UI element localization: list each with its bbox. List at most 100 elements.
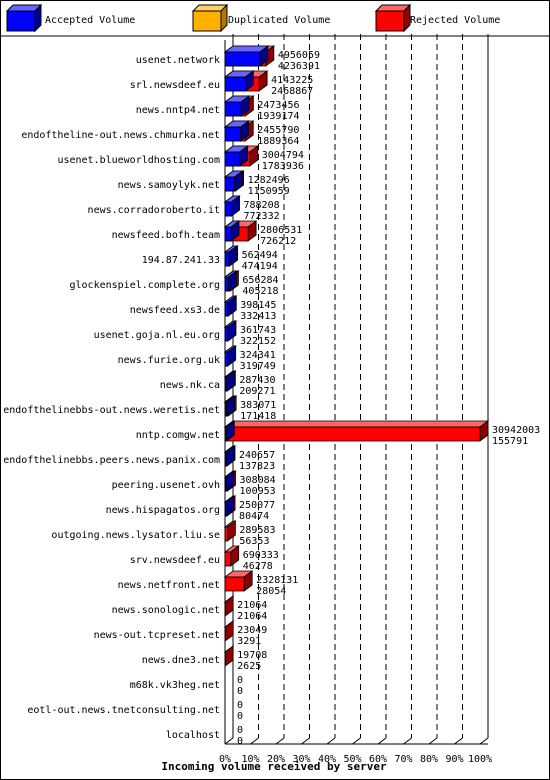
x-axis-title: Incoming volume received by server: [161, 760, 387, 773]
value-total-news-furie-org-uk: 324341: [240, 350, 276, 361]
x-tick-mark: [454, 737, 463, 745]
value-total-nntp-comgw-net: 30942003: [492, 425, 540, 436]
value-accepted-outgoing-news-lysator-liu-se: 56353: [239, 536, 269, 547]
category-label-news-nntp4-net: news.nntp4.net: [136, 105, 220, 116]
value-accepted-nntp-comgw-net: 155791: [492, 436, 528, 447]
category-label-m68k-vk3heg-net: m68k.vk3heg.net: [130, 680, 220, 691]
bar-rejected-news-dne3-net-side: [224, 645, 234, 667]
x-tick-mark: [326, 737, 336, 745]
category-label-usenet-goja-nl-eu-org: usenet.goja.nl.eu.org: [94, 330, 220, 341]
value-total-localhost: 0: [237, 725, 243, 736]
bar-rejected-news-out-tcpreset-net: [223, 620, 235, 642]
value-total-outgoing-news-lysator-liu-se: 289583: [239, 525, 275, 536]
bar-accepted-glockenspiel-complete-org: [223, 270, 238, 292]
bar-accepted-news-samoylyk-net: [223, 170, 244, 192]
category-label-localhost: localhost: [166, 730, 220, 741]
bar-accepted-newsfeed-bofh-team: [223, 220, 241, 242]
bar-accepted-newsfeed-bofh-team-face: [224, 226, 232, 242]
bar-accepted-news-corradoroberto-it: [223, 195, 241, 217]
legend-label-accepted: Accepted Volume: [45, 15, 135, 26]
category-label-newsfeed-xs3-de: newsfeed.xs3.de: [130, 305, 220, 316]
x-tick-mark: [301, 737, 310, 745]
x-tick-label: 50%: [343, 754, 361, 765]
bar-accepted-usenet-network: [223, 45, 270, 67]
bar-rejected-news-dne3-net: [223, 645, 235, 667]
value-total-news-nk-ca: 287430: [239, 375, 275, 386]
x-tick-label: 70%: [394, 754, 412, 765]
value-total-m68k-vk3heg-net: 0: [237, 675, 243, 686]
bar-accepted-endofthelinebbs-out-news-weretis-net-face: [224, 401, 227, 417]
value-accepted-usenet-network: 4236391: [278, 61, 320, 72]
bar-rejected-news-netfront-net-face: [224, 576, 245, 592]
bar-accepted-newsfeed-xs3-de-face: [224, 301, 229, 317]
value-accepted-news-nntp4-net: 1939174: [257, 111, 299, 122]
value-total-srl-newsdeef-eu: 4143225: [271, 75, 313, 86]
value-total-news-out-tcpreset-net: 23049: [237, 625, 267, 636]
legend-item-accepted: Accepted Volume: [5, 3, 135, 33]
bar-accepted-news-furie-org-uk-face: [224, 351, 229, 367]
bar-rejected-news-sonologic-net-side: [224, 595, 234, 617]
category-label-news-netfront-net: news.netfront.net: [118, 580, 220, 591]
value-total-194-87-241-33: 562494: [242, 250, 278, 261]
value-accepted-srl-newsdeef-eu: 2468867: [271, 86, 313, 97]
value-total-endofthelinebbs-peers-news-panix-com: 240657: [239, 450, 275, 461]
bar-accepted-srl-newsdeef-eu-face: [224, 76, 246, 92]
category-label-usenet-blueworldhosting-com: usenet.blueworldhosting.com: [57, 155, 220, 166]
bar-rejected-srv-newsdeef-eu: [223, 545, 240, 567]
value-total-newsfeed-xs3-de: 398145: [240, 300, 276, 311]
bar-accepted-peering-usenet-ovh: [223, 470, 236, 492]
category-label-news-furie-org-uk: news.furie.org.uk: [118, 355, 220, 366]
value-accepted-endoftheline-out-news-chmurka-net: 1889364: [257, 136, 299, 147]
category-label-newsfeed-bofh-team: newsfeed.bofh.team: [112, 230, 220, 241]
legend-item-rejected: Rejected Volume: [374, 3, 500, 33]
legend: Accepted Volume Duplicated Volume Reject…: [5, 3, 500, 33]
bar-accepted-news-hispagatos-org-side: [225, 495, 235, 517]
value-total-usenet-network: 4956059: [278, 50, 320, 61]
bar-accepted-194-87-241-33-face: [224, 251, 230, 267]
value-accepted-localhost: 0: [237, 736, 243, 747]
value-accepted-news-dne3-net: 2625: [237, 661, 261, 672]
value-total-usenet-goja-nl-eu-org: 361743: [240, 325, 276, 336]
legend-swatch-duplicated: [192, 10, 222, 32]
bar-accepted-nntp-comgw-net-face: [224, 426, 227, 442]
value-accepted-news-out-tcpreset-net: 3291: [237, 636, 261, 647]
legend-swatch-rejected: [375, 10, 405, 32]
value-accepted-194-87-241-33: 474194: [242, 261, 278, 272]
value-total-glockenspiel-complete-org: 656284: [242, 275, 278, 286]
category-label-194-87-241-33: 194.87.241.33: [142, 255, 220, 266]
bar-accepted-194-87-241-33: [223, 245, 239, 267]
category-label-peering-usenet-ovh: peering.usenet.ovh: [112, 480, 220, 491]
value-total-news-nntp4-net: 2473456: [257, 100, 299, 111]
value-total-news-netfront-net: 2328131: [256, 575, 298, 586]
value-total-peering-usenet-ovh: 308084: [240, 475, 276, 486]
category-label-endoftheline-out-news-chmurka-net: endoftheline-out.news.chmurka.net: [21, 130, 220, 141]
bar-accepted-news-furie-org-uk: [223, 345, 237, 367]
bar-accepted-news-nntp4-net-face: [224, 101, 242, 117]
x-tick-label: 60%: [369, 754, 387, 765]
x-tick-label: 80%: [420, 754, 438, 765]
bar-accepted-endofthelinebbs-peers-news-panix-com: [223, 445, 236, 467]
bar-accepted-usenet-blueworldhosting-com-face: [224, 151, 241, 167]
bar-accepted-newsfeed-xs3-de: [223, 295, 237, 317]
bar-accepted-usenet-goja-nl-eu-org-face: [224, 326, 229, 342]
bar-accepted-usenet-goja-nl-eu-org: [223, 320, 237, 342]
bar-rejected-outgoing-news-lysator-liu-se-face: [224, 526, 228, 542]
bar-accepted-news-nk-ca-face: [224, 376, 228, 392]
bar-accepted-news-nntp4-net: [223, 95, 251, 117]
x-tick-mark: [403, 737, 412, 745]
bar-accepted-usenet-network-face: [224, 51, 261, 67]
x-tick-label: 20%: [267, 754, 285, 765]
legend-item-duplicated: Duplicated Volume: [191, 3, 330, 33]
category-label-srl-newsdeef-eu: srl.newsdeef.eu: [130, 80, 220, 91]
value-accepted-news-nk-ca: 209271: [239, 386, 275, 397]
category-label-news-hispagatos-org: news.hispagatos.org: [106, 505, 220, 516]
bar-rejected-news-netfront-net: [223, 570, 254, 592]
legend-swatch-accepted: [6, 10, 36, 32]
bar-rejected-outgoing-news-lysator-liu-se: [223, 520, 237, 542]
bar-accepted-usenet-blueworldhosting-com: [223, 145, 249, 167]
bar-rejected-nntp-comgw-net-face: [224, 426, 481, 442]
category-label-srv-newsdeef-eu: srv.newsdeef.eu: [130, 555, 220, 566]
value-accepted-glockenspiel-complete-org: 405218: [242, 286, 278, 297]
